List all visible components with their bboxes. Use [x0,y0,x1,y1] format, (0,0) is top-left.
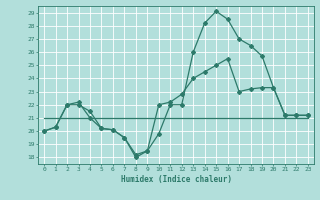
X-axis label: Humidex (Indice chaleur): Humidex (Indice chaleur) [121,175,231,184]
